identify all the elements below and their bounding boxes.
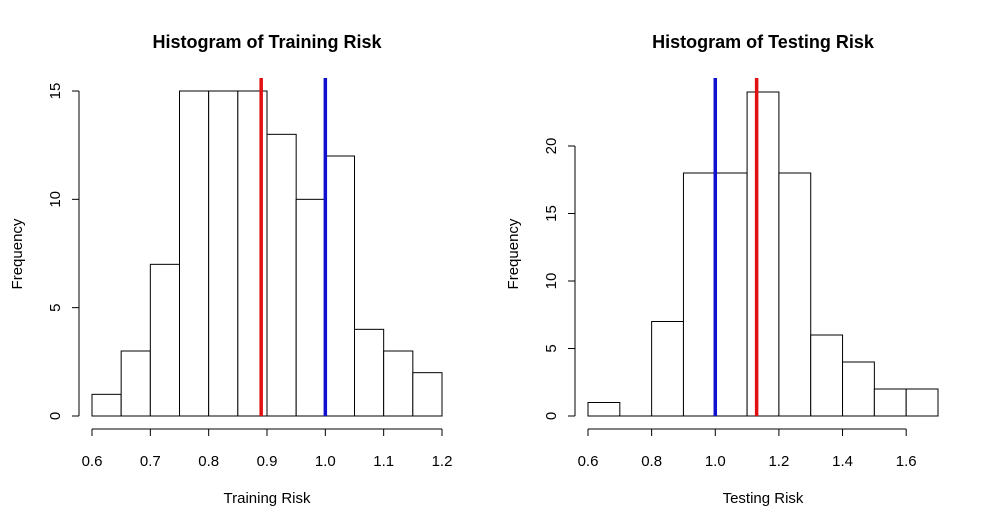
histogram-bar [714,172,748,417]
x-tick-label: 0.8 [198,453,219,470]
y-tick-label: 10 [47,191,64,208]
histogram-bar [873,388,907,417]
y-tick-label: 20 [543,138,560,155]
histogram-bar [587,402,621,417]
x-axis-label: Testing Risk [723,490,804,507]
histogram-bar [208,90,239,417]
histogram-bar [120,350,151,417]
histogram-bar [746,91,780,417]
y-tick-label: 0 [47,412,64,420]
y-tick-label: 10 [543,273,560,290]
x-tick-label: 1.4 [832,453,853,470]
x-tick-label: 0.9 [257,453,278,470]
training-risk-panel: Histogram of Training Risk 0.6 0.7 0.8 0.9 1.… [9,32,452,507]
y-tick-label: 5 [543,344,560,352]
histogram-bar [266,133,297,417]
histogram-bar [651,321,684,417]
x-tick-label: 1.6 [896,453,917,470]
x-tick-label: 0.6 [578,453,599,470]
chart-title: Histogram of Testing Risk [652,32,875,52]
histogram-bar [842,361,875,417]
histogram-bar [682,172,716,417]
histogram-bar [295,198,326,417]
x-tick-label: 0.8 [641,453,662,470]
histogram-bar [324,155,356,417]
histogram-bar [810,334,844,417]
x-axis-label: Training Risk [224,490,311,507]
histogram-bar [354,328,385,417]
y-axis-label: Frequency [9,218,26,289]
x-tick-label: 1.0 [705,453,726,470]
y-axis-label: Frequency [505,218,522,289]
x-tick-label: 1.2 [432,453,453,470]
x-tick-label: 1.1 [373,453,394,470]
histogram-bar [91,393,122,417]
y-tick-label: 5 [47,303,64,311]
x-tick-label: 1.2 [768,453,789,470]
histogram-bar [149,263,180,417]
x-tick-label: 0.7 [140,453,161,470]
histogram-bar [778,172,812,417]
testing-risk-panel: Histogram of Testing Risk 0.6 0.8 1.0 1.2 1.4… [505,32,939,507]
x-tick-label: 0.6 [82,453,103,470]
y-tick-label: 15 [543,205,560,222]
histogram-bar [383,350,414,417]
histogram-bar [412,372,443,417]
y-tick-label: 15 [47,83,64,100]
x-tick-label: 1.0 [315,453,336,470]
histogram-bar [179,90,210,417]
histogram-bar [905,388,939,417]
chart-title: Histogram of Training Risk [152,32,382,52]
y-tick-label: 0 [543,412,560,420]
